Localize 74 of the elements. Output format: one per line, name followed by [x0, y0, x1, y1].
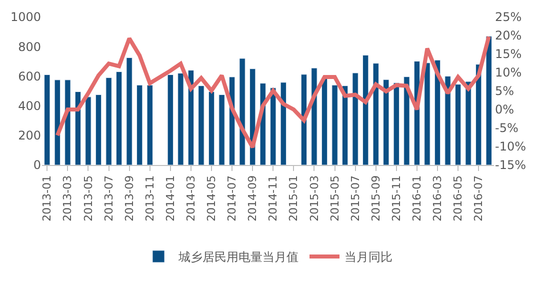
- bar: [116, 72, 122, 165]
- x-tick-label: 2015-05: [328, 175, 342, 222]
- bar: [321, 77, 328, 165]
- x-tick-label: 2015-09: [369, 175, 382, 222]
- bar: [95, 94, 102, 165]
- y2-tick-label: -15%: [495, 158, 526, 172]
- y2-tick-label: -10%: [495, 140, 526, 154]
- bar: [270, 88, 276, 165]
- x-tick-label: 2014-05: [205, 175, 218, 222]
- bar: [208, 91, 215, 165]
- y2-tick-label: 25%: [495, 10, 522, 24]
- bar: [352, 72, 358, 165]
- x-tick-label: 2014-07: [226, 175, 239, 222]
- bar: [126, 57, 132, 165]
- x-tick-label: 2015-11: [390, 175, 403, 222]
- y2-tick-label: -5%: [495, 121, 518, 136]
- x-tick-label: 2015-01: [287, 175, 300, 222]
- y-tick-label: 200: [18, 128, 41, 143]
- bar: [64, 80, 71, 165]
- y2-tick-label: 15%: [495, 47, 522, 62]
- bar: [372, 63, 379, 165]
- x-tick-label: 2014-03: [184, 175, 198, 222]
- bar: [454, 84, 462, 165]
- bar: [383, 79, 390, 165]
- x-tick-label: 2016-05: [452, 175, 465, 222]
- legend-label: 城乡居民用电量当月值: [178, 250, 298, 264]
- bar: [218, 94, 225, 165]
- bar: [44, 74, 50, 165]
- legend-label: 当月同比: [344, 250, 392, 264]
- bar: [74, 91, 82, 165]
- bar: [486, 36, 492, 165]
- bar: [85, 96, 92, 165]
- y2-tick-label: 20%: [495, 28, 522, 43]
- y2-tick-label: 5%: [495, 84, 514, 98]
- bar: [393, 82, 400, 165]
- x-tick-label: 2014-09: [246, 175, 260, 222]
- bar: [178, 72, 184, 165]
- y-tick-label: 600: [18, 69, 41, 84]
- x-tick-label: 2013-01: [40, 175, 54, 222]
- x-tick-label: 2016-03: [431, 175, 444, 222]
- bar: [198, 86, 204, 165]
- bar: [239, 58, 246, 165]
- bar: [465, 81, 472, 165]
- bar: [444, 76, 451, 165]
- bar: [342, 86, 348, 165]
- x-tick-label: 2014-11: [266, 175, 280, 222]
- x-tick-label: 2016-01: [410, 175, 424, 222]
- bar: [311, 68, 318, 165]
- y-tick-label: 1000: [10, 10, 41, 24]
- x-tick-label: 2015-03: [308, 175, 321, 222]
- bar: [362, 54, 369, 165]
- line-series: [55, 34, 491, 150]
- x-tick-label: 2015-07: [348, 175, 362, 222]
- x-tick-label: 2013-03: [61, 175, 74, 222]
- bar: [54, 80, 60, 165]
- y-tick-label: 0: [33, 158, 41, 172]
- bar: [280, 82, 286, 165]
- bar: [167, 74, 174, 165]
- y-tick-label: 400: [18, 99, 41, 113]
- bar: [146, 84, 153, 165]
- bar: [106, 77, 112, 165]
- x-tick-label: 2013-07: [102, 175, 116, 222]
- bar: [424, 62, 430, 165]
- bar: [404, 76, 410, 165]
- x-tick-label: 2014-01: [164, 175, 177, 222]
- x-tick-label: 2013-05: [82, 175, 95, 222]
- x-tick-label: 2013-09: [122, 175, 136, 222]
- y-tick-label: 800: [18, 40, 41, 54]
- y2-tick-label: 0%: [495, 102, 514, 117]
- y2-tick-label: 10%: [495, 66, 522, 80]
- bar: [332, 84, 338, 165]
- x-tick-label: 2013-11: [143, 175, 156, 222]
- bar: [136, 84, 143, 165]
- x-tick-label: 2016-07: [472, 175, 486, 222]
